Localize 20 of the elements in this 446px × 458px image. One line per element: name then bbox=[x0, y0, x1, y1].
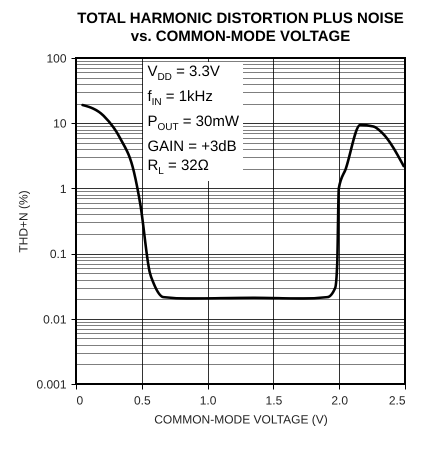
x-tick-label: 2.0 bbox=[331, 394, 348, 408]
chart-title: TOTAL HARMONIC DISTORTION PLUS NOISE vs. COMMON-MODE VOLTAGE bbox=[77, 10, 404, 45]
x-axis-title: COMMON-MODE VOLTAGE (V) bbox=[154, 412, 328, 426]
y-tick-label: 0.1 bbox=[50, 247, 67, 262]
y-axis-title: THD+N (%) bbox=[16, 190, 30, 253]
y-tick-label: 0.01 bbox=[43, 312, 67, 326]
x-tick-label: 1.0 bbox=[200, 394, 217, 408]
annotation: GAIN = +3dB bbox=[147, 137, 238, 156]
annotation: V$_{DD}$ = 3.3V bbox=[147, 62, 221, 85]
annotation: f$_{IN}$ = 1kHz bbox=[147, 87, 214, 110]
y-tick-label: 100 bbox=[46, 52, 67, 66]
x-tick-label: 0.5 bbox=[134, 394, 151, 408]
x-tick-label: 0 bbox=[76, 394, 84, 408]
y-tick-label: 1 bbox=[60, 182, 67, 196]
x-tick-label: 1.5 bbox=[266, 394, 283, 408]
annotation: P$_{OUT}$ = 30mW bbox=[147, 112, 239, 135]
y-tick-label: 0.001 bbox=[36, 378, 67, 392]
annotation: R$_{L}$ = 32Ω bbox=[147, 156, 210, 179]
y-tick-label: 10 bbox=[53, 116, 67, 131]
x-tick-label: 2.5 bbox=[388, 394, 406, 408]
